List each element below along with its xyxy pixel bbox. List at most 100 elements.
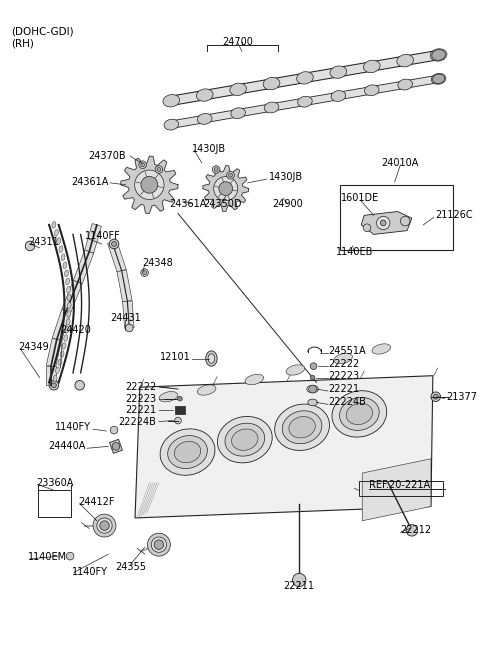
Ellipse shape <box>163 94 180 107</box>
Circle shape <box>214 168 218 172</box>
Circle shape <box>227 172 234 179</box>
Text: 24370B: 24370B <box>88 151 125 161</box>
Text: 1140FF: 1140FF <box>85 231 121 241</box>
Ellipse shape <box>332 390 387 437</box>
Circle shape <box>51 383 56 388</box>
Polygon shape <box>84 223 101 253</box>
Circle shape <box>433 394 438 399</box>
Circle shape <box>139 161 146 168</box>
Ellipse shape <box>372 344 391 354</box>
Ellipse shape <box>197 113 212 124</box>
Ellipse shape <box>52 221 56 228</box>
Ellipse shape <box>197 385 216 395</box>
Circle shape <box>66 552 74 560</box>
Circle shape <box>309 385 316 393</box>
Ellipse shape <box>59 246 63 252</box>
Ellipse shape <box>66 318 70 325</box>
Bar <box>360 481 444 496</box>
Ellipse shape <box>397 54 414 67</box>
Polygon shape <box>47 339 61 367</box>
Circle shape <box>219 181 233 195</box>
Ellipse shape <box>339 398 379 430</box>
Text: 22224B: 22224B <box>118 417 156 426</box>
Ellipse shape <box>54 230 58 236</box>
Ellipse shape <box>62 343 66 349</box>
Circle shape <box>151 537 167 552</box>
Text: 22222: 22222 <box>328 359 359 369</box>
Circle shape <box>292 573 306 587</box>
Text: 23360A: 23360A <box>36 477 73 487</box>
Text: 22212: 22212 <box>400 525 432 535</box>
Circle shape <box>141 176 158 193</box>
Text: 22221: 22221 <box>328 384 359 394</box>
Bar <box>340 185 453 250</box>
Ellipse shape <box>334 353 352 364</box>
Polygon shape <box>73 250 94 284</box>
Polygon shape <box>62 280 82 312</box>
Polygon shape <box>362 458 431 521</box>
Ellipse shape <box>432 73 446 84</box>
Ellipse shape <box>65 327 69 333</box>
Text: 1430JB: 1430JB <box>192 143 227 153</box>
Text: 24349: 24349 <box>19 342 49 352</box>
Text: 22223: 22223 <box>125 394 156 403</box>
Ellipse shape <box>432 74 444 84</box>
Text: 22211: 22211 <box>284 581 315 591</box>
Ellipse shape <box>231 108 245 119</box>
Ellipse shape <box>282 411 322 443</box>
Ellipse shape <box>225 423 264 456</box>
Circle shape <box>141 269 148 276</box>
Circle shape <box>25 241 35 251</box>
Text: 24350D: 24350D <box>204 199 242 209</box>
Text: 24348: 24348 <box>143 258 173 268</box>
Ellipse shape <box>64 270 69 276</box>
Ellipse shape <box>289 417 315 438</box>
Circle shape <box>228 174 232 177</box>
Ellipse shape <box>245 375 264 384</box>
Circle shape <box>212 166 220 174</box>
Text: 24412F: 24412F <box>78 496 114 507</box>
Text: 24700: 24700 <box>223 37 253 47</box>
Ellipse shape <box>264 102 279 113</box>
Ellipse shape <box>67 303 71 309</box>
Ellipse shape <box>231 429 258 451</box>
Ellipse shape <box>53 375 57 382</box>
Ellipse shape <box>298 96 312 107</box>
Ellipse shape <box>67 294 71 301</box>
Text: 22224B: 22224B <box>328 398 366 407</box>
Circle shape <box>154 540 164 550</box>
Ellipse shape <box>297 71 313 84</box>
Circle shape <box>400 216 410 226</box>
Ellipse shape <box>196 89 213 102</box>
Ellipse shape <box>432 50 445 60</box>
Circle shape <box>178 396 182 401</box>
Ellipse shape <box>66 278 70 285</box>
Polygon shape <box>108 240 126 272</box>
Ellipse shape <box>174 441 201 463</box>
Ellipse shape <box>61 254 65 261</box>
Ellipse shape <box>364 85 379 96</box>
Ellipse shape <box>67 310 71 317</box>
Text: REF.20-221A: REF.20-221A <box>369 479 430 489</box>
Ellipse shape <box>58 359 62 365</box>
Text: 24355: 24355 <box>115 561 146 572</box>
Text: 24551A: 24551A <box>328 346 365 356</box>
Circle shape <box>310 363 317 369</box>
Ellipse shape <box>159 392 178 402</box>
Ellipse shape <box>67 286 71 293</box>
Polygon shape <box>122 301 134 328</box>
Ellipse shape <box>164 119 179 130</box>
Ellipse shape <box>217 417 272 463</box>
Circle shape <box>97 518 112 533</box>
Ellipse shape <box>63 262 67 269</box>
Ellipse shape <box>160 429 215 476</box>
Polygon shape <box>135 376 433 518</box>
Polygon shape <box>120 156 178 214</box>
Circle shape <box>141 163 144 166</box>
Circle shape <box>93 514 116 537</box>
Circle shape <box>125 324 133 332</box>
Circle shape <box>147 533 170 556</box>
Text: 24900: 24900 <box>272 199 303 209</box>
Circle shape <box>406 525 418 536</box>
Ellipse shape <box>330 66 347 79</box>
